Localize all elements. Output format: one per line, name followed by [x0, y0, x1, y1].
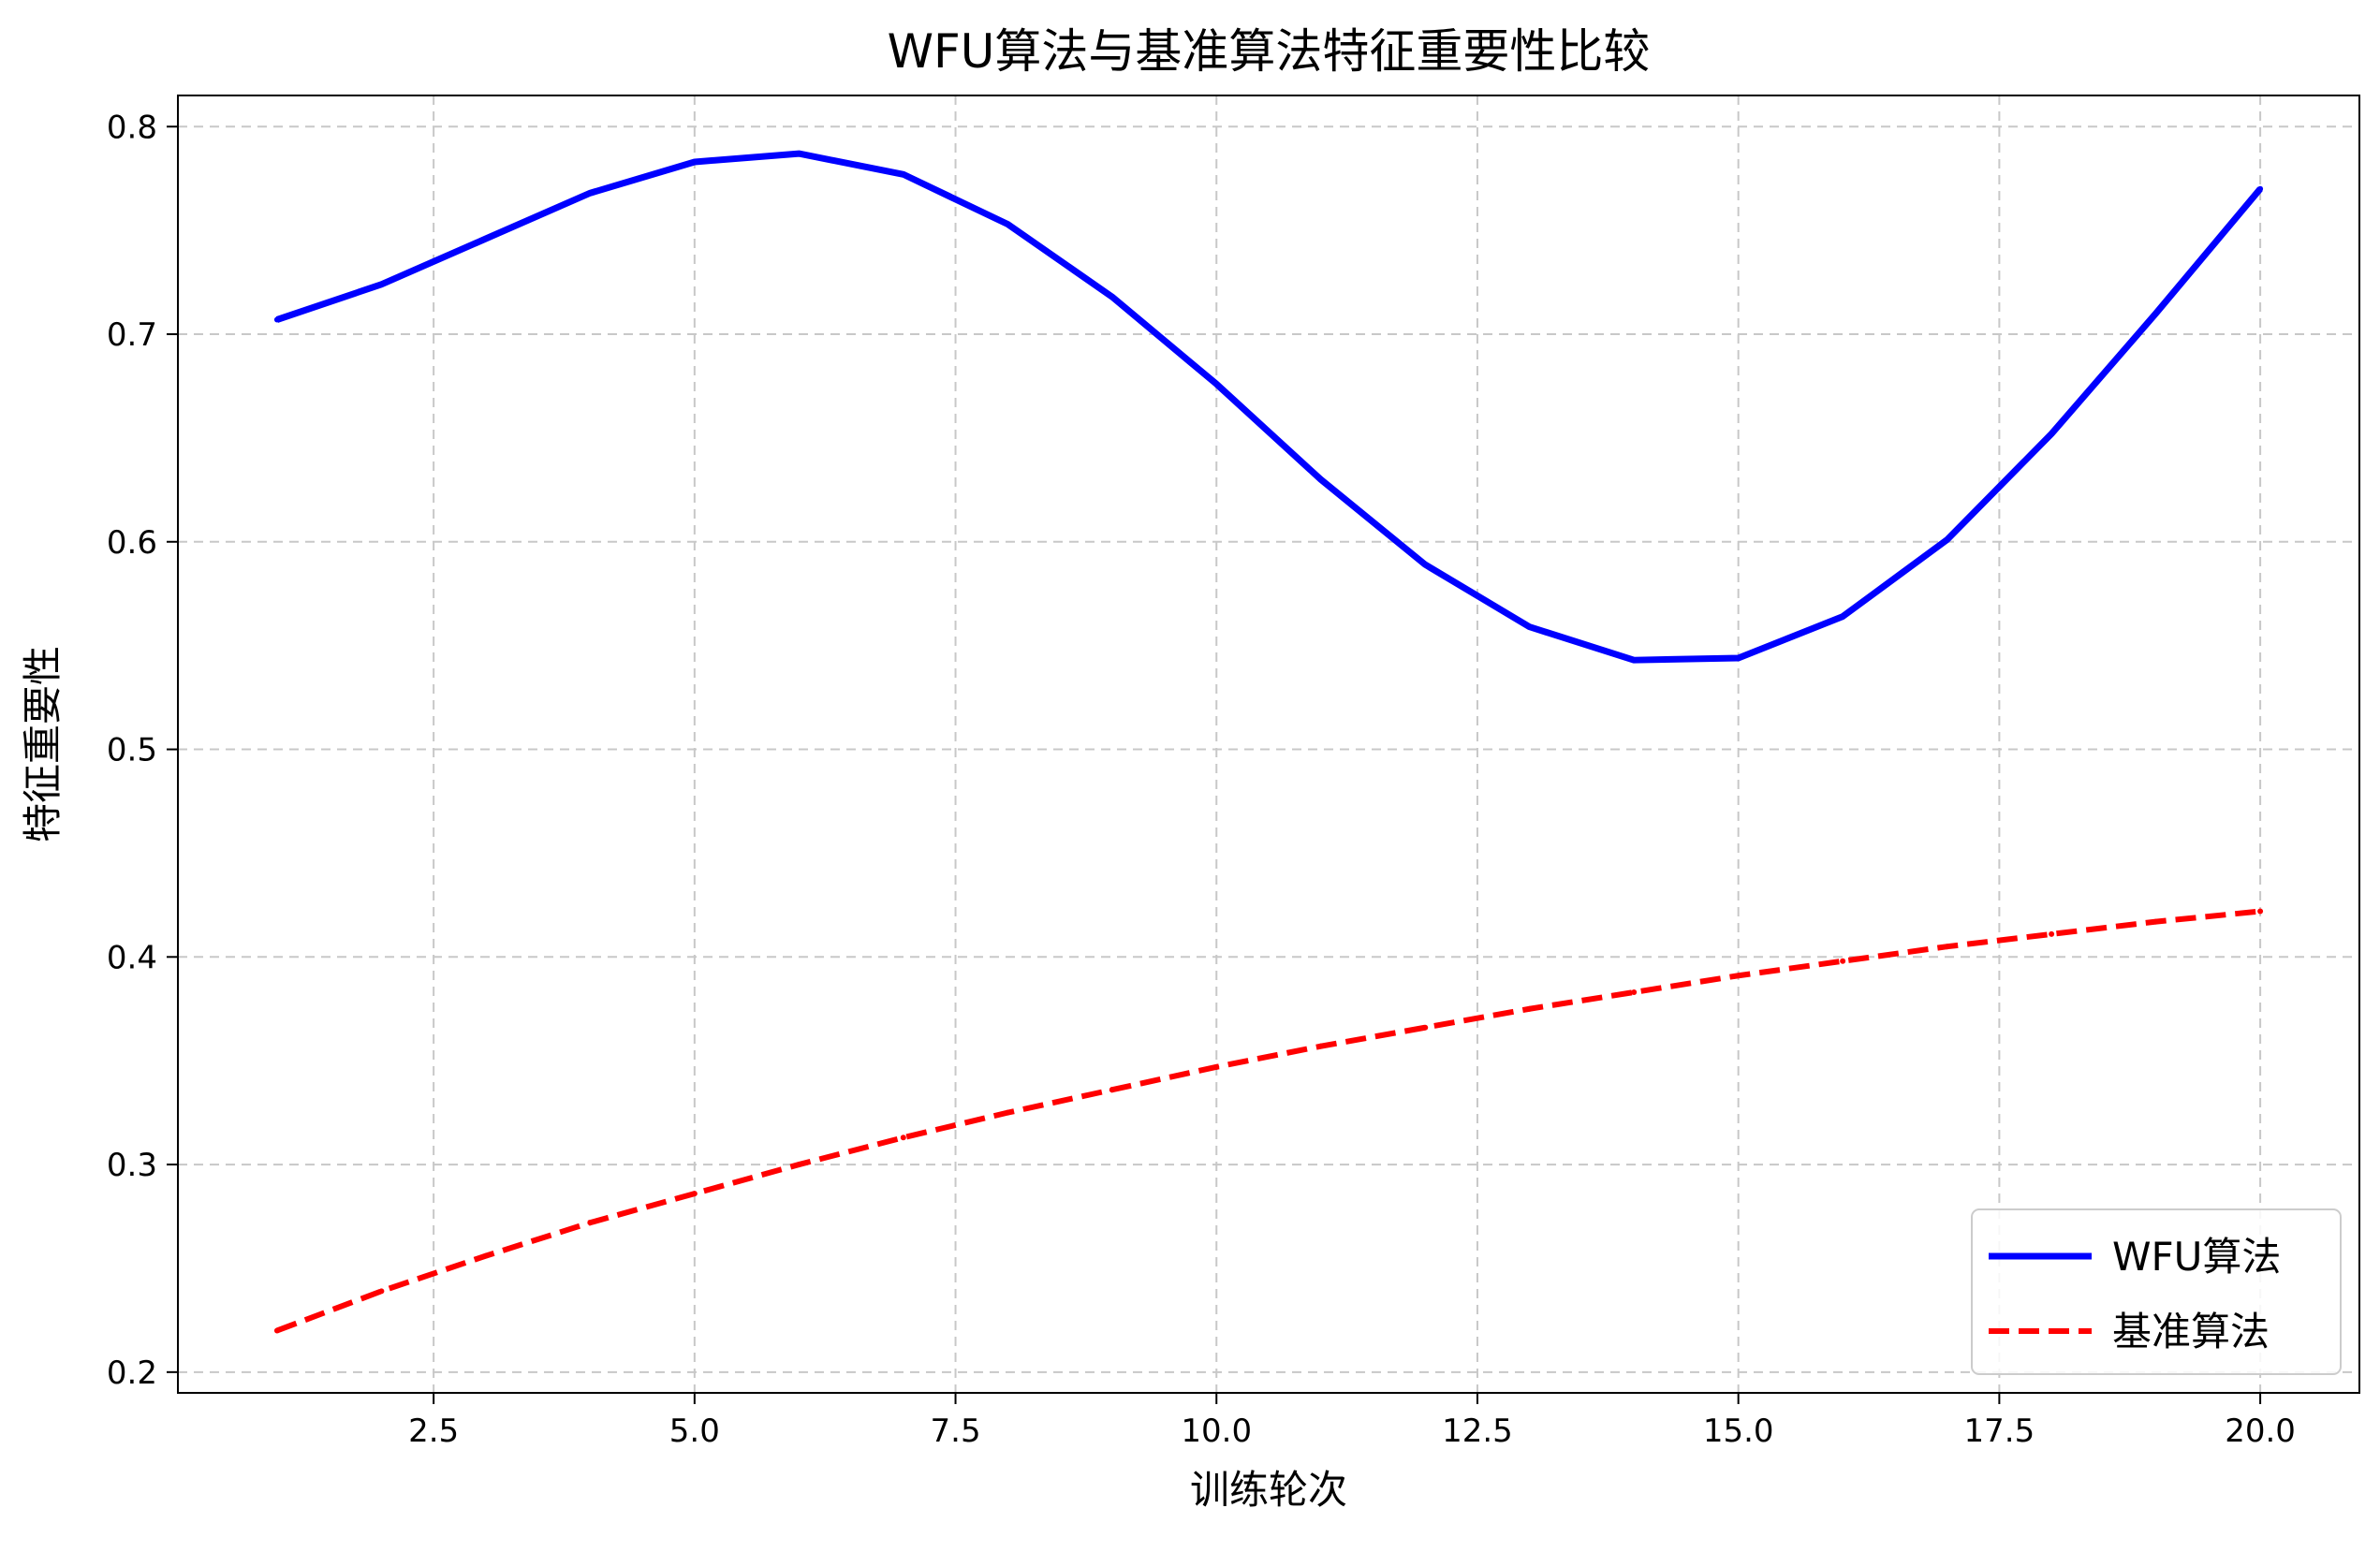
data-point-wfu — [1422, 562, 1429, 568]
x-tick-label: 2.5 — [408, 1413, 459, 1450]
data-point-wfu — [2049, 431, 2055, 437]
data-point-baseline — [1213, 1063, 1220, 1070]
data-point-baseline — [1735, 973, 1741, 979]
data-point-baseline — [1631, 989, 1638, 996]
data-point-wfu — [1631, 657, 1638, 664]
data-point-baseline — [2152, 918, 2159, 925]
series-line-wfu — [275, 150, 2263, 664]
y-tick-label: 0.4 — [107, 939, 157, 976]
data-point-wfu — [1005, 221, 1011, 227]
data-point-wfu — [1213, 381, 1220, 388]
y-axis-title: 特征重要性 — [20, 646, 66, 842]
y-tick-label: 0.3 — [107, 1147, 157, 1184]
data-point-wfu — [796, 151, 802, 157]
data-point-wfu — [2257, 185, 2264, 192]
x-tick-label: 15.0 — [1703, 1413, 1774, 1450]
x-tick-label: 7.5 — [931, 1413, 981, 1450]
data-point-baseline — [378, 1288, 385, 1295]
data-point-wfu — [1840, 613, 1846, 620]
x-tick-label: 20.0 — [2225, 1413, 2296, 1450]
legend-label-wfu: WFU算法 — [2112, 1234, 2281, 1280]
x-tick-label: 5.0 — [669, 1413, 720, 1450]
y-tick-label: 0.2 — [107, 1354, 157, 1392]
data-point-baseline — [2049, 930, 2055, 937]
y-tick-label: 0.8 — [107, 109, 157, 146]
data-point-wfu — [1109, 294, 1115, 300]
data-point-wfu — [587, 190, 594, 197]
legend-label-baseline: 基准算法 — [2112, 1309, 2270, 1354]
data-point-baseline — [796, 1162, 802, 1168]
data-point-baseline — [1840, 958, 1846, 964]
y-tick-label: 0.7 — [107, 316, 157, 354]
data-point-wfu — [378, 281, 385, 287]
data-point-baseline — [587, 1220, 594, 1226]
data-point-wfu — [482, 236, 489, 242]
series-layer — [273, 150, 2264, 1334]
data-point-wfu — [691, 158, 698, 165]
plot-frame — [177, 95, 2360, 1394]
x-tick-label: 17.5 — [1964, 1413, 2035, 1450]
data-point-baseline — [1422, 1024, 1429, 1031]
data-point-baseline — [2257, 908, 2264, 915]
data-point-wfu — [1735, 654, 1741, 661]
data-point-wfu — [1317, 476, 1324, 483]
data-point-wfu — [1944, 536, 1950, 543]
x-axis-title: 训练轮次 — [1190, 1467, 1347, 1513]
x-tick-label: 10.0 — [1181, 1413, 1252, 1450]
data-point-wfu — [2152, 310, 2159, 316]
data-point-wfu — [900, 171, 906, 178]
data-point-baseline — [1005, 1109, 1011, 1116]
y-tick-label: 0.6 — [107, 524, 157, 562]
data-point-baseline — [482, 1252, 489, 1259]
data-point-baseline — [691, 1191, 698, 1197]
y-tick-label: 0.5 — [107, 732, 157, 769]
data-point-wfu — [1526, 623, 1533, 630]
data-point-baseline — [1317, 1043, 1324, 1049]
legend: WFU算法 基准算法 — [1971, 1208, 2342, 1375]
x-tick-label: 12.5 — [1442, 1413, 1513, 1450]
data-point-baseline — [1526, 1005, 1533, 1012]
series-line-baseline — [275, 908, 2261, 1334]
grid — [178, 95, 2359, 1393]
chart-title: WFU算法与基准算法特征重要性比较 — [888, 24, 1651, 79]
data-point-wfu — [273, 316, 280, 323]
data-point-baseline — [900, 1135, 906, 1141]
data-point-baseline — [1944, 944, 1950, 950]
data-point-baseline — [1109, 1087, 1115, 1093]
ticks: 2.5 5.0 7.5 10.0 12.5 15.0 17.5 20.0 0.2 0.3 0.4 0.… — [107, 109, 2296, 1450]
data-point-baseline — [273, 1327, 280, 1334]
